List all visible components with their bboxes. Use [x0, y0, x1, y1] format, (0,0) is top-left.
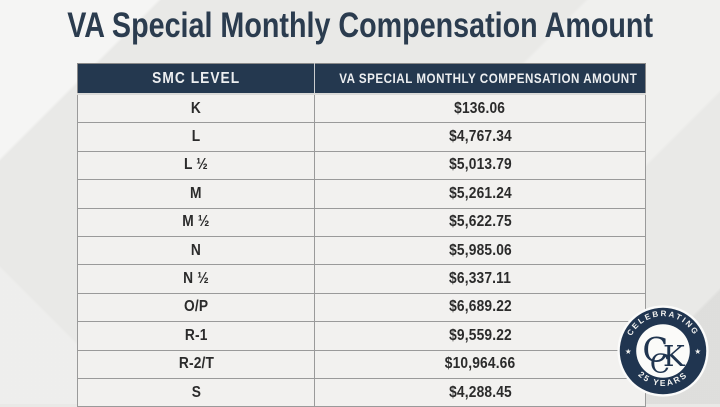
table-row: O/P $6,689.22 [77, 292, 646, 323]
smc-level-cell: S [77, 377, 315, 407]
table-row: R-1 $9,559.22 [77, 321, 646, 351]
monogram-letter-c2: C [650, 350, 670, 380]
amount-cell: $6,337.11 [314, 264, 646, 294]
table-row: R-2/T $10,964.66 [77, 349, 646, 379]
monogram-letter-c1: C [642, 330, 668, 369]
column-header-compensation-amount: VA SPECIAL MONTHLY COMPENSATION AMOUNT [314, 63, 646, 95]
table-row: N ½ $6,337.11 [77, 264, 646, 294]
table-row: N $5,985.06 [77, 235, 646, 266]
amount-cell: $4,288.45 [314, 377, 646, 407]
smc-level-cell: N ½ [77, 264, 315, 294]
cck-badge-icon: CELEBRATING 25 YEARS ★ ★ C C K [617, 305, 709, 397]
amount-cell: $9,559.22 [314, 321, 646, 351]
badge-inner-circle [636, 324, 690, 378]
smc-level-cell: L [77, 122, 315, 152]
amount-cell: $4,767.34 [314, 122, 646, 152]
star-icon: ★ [625, 347, 632, 356]
table-row: M ½ $5,622.75 [77, 207, 646, 237]
amount-cell: $10,964.66 [314, 349, 646, 379]
amount-cell: $5,985.06 [314, 235, 646, 266]
smc-level-cell: R-1 [77, 321, 315, 351]
table-body: K $136.06 L $4,767.34 [77, 93, 646, 407]
amount-cell: $5,013.79 [314, 150, 646, 181]
column-header-smc-level: SMC LEVEL [77, 63, 315, 95]
smc-level-cell: O/P [77, 292, 315, 323]
table-row: M $5,261.24 [77, 179, 646, 209]
table-header-row: SMC LEVEL VA SPECIAL MONTHLY COMPENSATIO… [77, 63, 646, 95]
table-row: K $136.06 [77, 93, 646, 124]
monogram-letter-k: K [663, 339, 686, 373]
smc-table: SMC LEVEL VA SPECIAL MONTHLY COMPENSATIO… [77, 63, 646, 407]
star-icon: ★ [694, 347, 701, 356]
smc-level-cell: M [77, 179, 315, 209]
smc-table-container: SMC LEVEL VA SPECIAL MONTHLY COMPENSATIO… [77, 63, 646, 407]
smc-level-cell: K [77, 93, 315, 124]
table-row: S $4,288.45 [77, 377, 646, 407]
smc-level-cell: R-2/T [77, 349, 315, 379]
amount-cell: $136.06 [314, 93, 646, 124]
page-title: VA Special Monthly Compensation Amount [67, 6, 653, 45]
amount-cell: $5,261.24 [314, 179, 646, 209]
table-row: L ½ $5,013.79 [77, 150, 646, 181]
smc-level-cell: M ½ [77, 207, 315, 237]
amount-cell: $5,622.75 [314, 207, 646, 237]
table-row: L $4,767.34 [77, 122, 646, 152]
smc-level-cell: N [77, 235, 315, 266]
amount-cell: $6,689.22 [314, 292, 646, 323]
cck-anniversary-badge: CELEBRATING 25 YEARS ★ ★ C C K [616, 304, 710, 398]
smc-level-cell: L ½ [77, 150, 315, 181]
